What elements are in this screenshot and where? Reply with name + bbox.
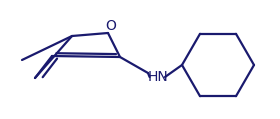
Text: HN: HN [148,70,168,84]
Text: O: O [106,19,116,33]
